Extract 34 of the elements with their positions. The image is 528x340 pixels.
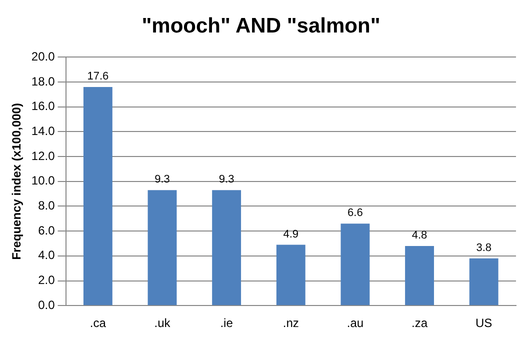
bar — [212, 190, 242, 306]
x-tick-label: .au — [346, 316, 364, 330]
x-tick-label: .uk — [154, 316, 172, 330]
bar — [405, 246, 434, 306]
bar — [340, 224, 370, 306]
y-tick-label: 0.0 — [38, 298, 56, 312]
bar — [469, 258, 498, 306]
y-axis-title: Frequency index (x100,000) — [10, 103, 24, 260]
bar — [148, 190, 177, 306]
data-label: 4.8 — [412, 230, 428, 242]
x-tick-label: US — [476, 316, 492, 330]
data-label: 9.3 — [154, 174, 170, 186]
bar — [83, 87, 112, 306]
y-tick-label: 8.0 — [38, 198, 56, 213]
x-tick-label: .za — [412, 316, 428, 330]
data-label: 3.8 — [476, 242, 492, 254]
y-tick-label: 6.0 — [38, 223, 56, 238]
y-tick-label: 10.0 — [31, 174, 56, 188]
data-label: 9.3 — [218, 174, 234, 186]
y-tick-label: 20.0 — [31, 50, 56, 64]
chart-title: "mooch" AND "salmon" — [142, 14, 380, 38]
x-tick-label: .ca — [90, 316, 106, 330]
x-tick-label: .nz — [282, 316, 299, 330]
y-tick-label: 14.0 — [31, 124, 56, 138]
bar — [276, 244, 306, 306]
data-label: 17.6 — [87, 70, 109, 83]
x-tick-label: .ie — [220, 316, 234, 330]
y-tick-label: 12.0 — [31, 148, 56, 163]
y-tick-label: 18.0 — [31, 74, 56, 88]
y-tick-label: 4.0 — [38, 248, 56, 262]
y-tick-label: 2.0 — [38, 273, 56, 288]
y-tick-label: 16.0 — [31, 99, 56, 114]
data-label: 4.9 — [283, 228, 299, 240]
data-label: 6.6 — [348, 207, 363, 220]
